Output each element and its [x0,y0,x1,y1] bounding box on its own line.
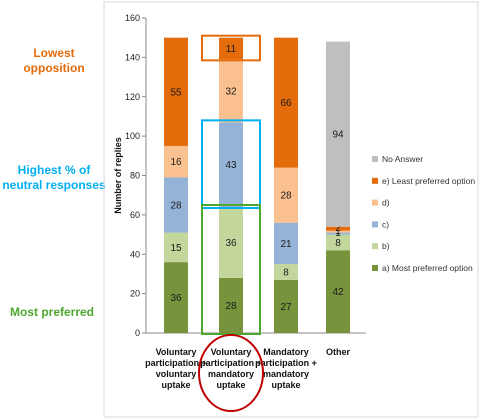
data-label: 36 [170,293,182,304]
category-label: Voluntary [211,347,252,357]
data-label: 28 [280,191,292,202]
bar-segment [164,37,188,146]
callout-highest-neutral: Highest % of neutral responses [2,163,106,192]
legend-label: e) Least preferred option [382,176,475,186]
legend-swatch [372,221,378,228]
y-tick-label: 80 [130,171,140,181]
category-label: participation + [145,358,207,368]
data-label: 16 [170,157,182,168]
y-tick-label: 40 [130,249,140,259]
data-label: 1 [335,226,341,237]
data-label: 94 [332,130,344,141]
bar-segment [164,262,188,333]
category-label: uptake [161,380,190,390]
category-label: uptake [216,380,245,390]
data-label: 28 [170,201,182,212]
legend-swatch [372,177,378,184]
bar-segment [219,59,243,123]
bar-segment [274,37,298,168]
data-label: 8 [283,267,289,278]
bar-segment [219,207,243,278]
category-highlight-circle [198,334,264,412]
data-label: 27 [280,302,292,313]
category-label: uptake [271,380,300,390]
category-label: mandatory [263,369,309,379]
data-label: 11 [226,44,237,55]
data-label: 21 [280,239,292,250]
category-label: participation + [255,358,317,368]
data-label: 2 [335,223,341,234]
bar-segment [164,232,188,263]
bar-segment [274,222,298,265]
category-label: Voluntary [156,347,197,357]
bar-segment [326,232,350,235]
data-label: 1 [335,228,341,239]
legend-label: b) [382,241,390,251]
bar-segment [326,230,350,233]
data-label: 42 [332,287,344,298]
y-tick-label: 20 [130,289,140,299]
callout-most-preferred: Most preferred [9,305,95,319]
bar-segment [326,234,350,251]
bar-segment [274,279,298,333]
data-label: 66 [280,98,292,109]
legend-label: c) [382,219,389,229]
data-label: 36 [225,238,237,249]
y-tick-label: 160 [125,13,140,23]
y-tick-label: 140 [125,52,140,62]
data-label: 8 [335,238,341,249]
chart-frame [103,1,479,418]
y-tick-label: 0 [135,328,140,338]
legend-label: No Answer [382,154,423,164]
bar-segment [274,167,298,223]
y-tick-label: 60 [130,210,140,220]
data-label: 15 [170,243,182,254]
callout-lowest-opposition: Lowest opposition [23,46,85,75]
highlight-box [201,119,261,209]
bar-segment [274,264,298,280]
category-label: participation + [200,358,262,368]
legend-swatch [372,243,378,250]
legend-swatch [372,156,378,162]
data-label: 32 [225,86,237,97]
category-label: voluntary [156,369,197,379]
bar-segment [219,37,243,60]
legend-label: a) Most preferred option [382,263,473,273]
bar-segment [219,122,243,207]
legend-label: d) [382,198,390,208]
legend-swatch [372,265,378,271]
data-label: 55 [170,87,182,98]
bar-segment [164,177,188,233]
data-label: 43 [225,160,237,171]
highlight-box [201,34,261,62]
bar-segment [164,145,188,178]
y-axis-title: Number of replies [113,137,123,214]
legend-swatch [372,199,378,206]
category-label: mandatory [208,369,254,379]
bar-segment [326,250,350,333]
category-label: Other [326,347,351,357]
category-label: Mandatory [263,347,309,357]
bar-segment [326,41,350,227]
data-label: 28 [225,301,237,312]
y-tick-label: 100 [125,131,140,141]
y-tick-label: 120 [125,92,140,102]
bar-segment [219,277,243,333]
bar-segment [326,226,350,231]
